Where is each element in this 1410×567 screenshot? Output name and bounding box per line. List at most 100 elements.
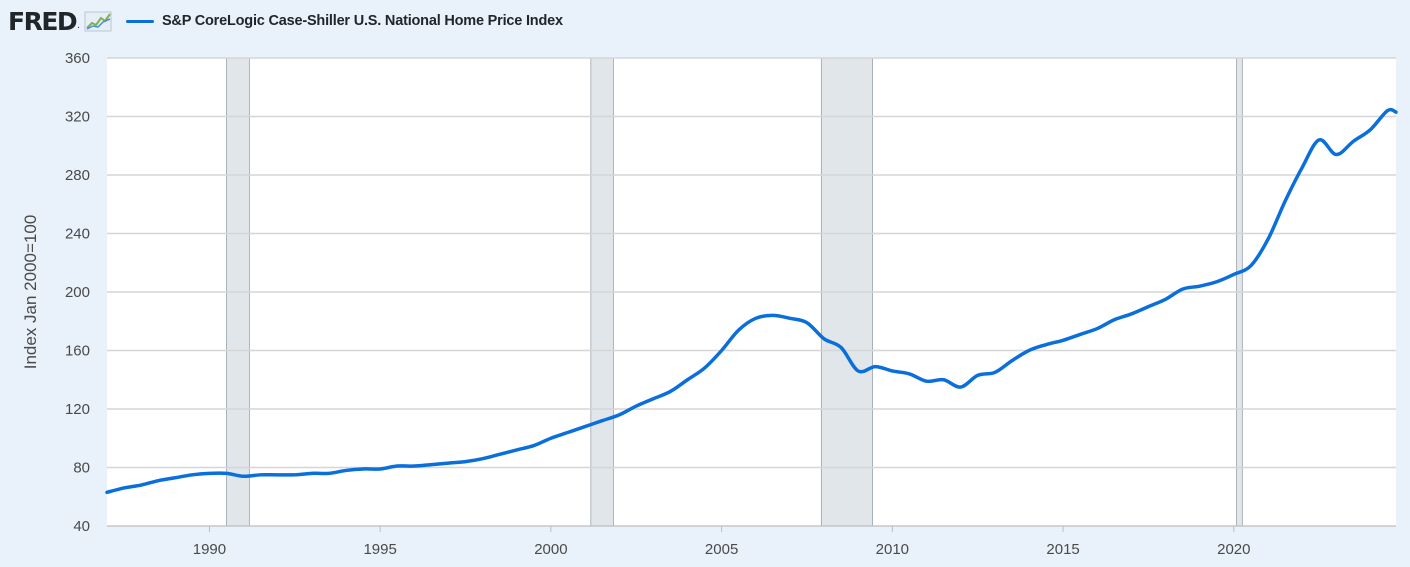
data-point-0-66 [1233, 274, 1234, 275]
data-point-0-32 [653, 398, 654, 399]
data-point-0-13 [328, 473, 329, 474]
x-tick-label-1990: 1990 [193, 541, 226, 558]
y-tick-label-40: 40 [73, 518, 90, 535]
data-point-0-15 [363, 468, 364, 469]
data-point-0-25 [533, 445, 534, 446]
data-point-0-8 [243, 476, 244, 477]
data-point-0-16 [380, 468, 381, 469]
data-point-0-55 [1046, 344, 1047, 345]
y-tick-label-160: 160 [65, 343, 90, 360]
data-point-0-70 [1302, 167, 1303, 168]
data-point-0-12 [311, 473, 312, 474]
data-point-0-27 [567, 432, 568, 433]
line-graph-icon [84, 11, 112, 32]
y-tick-label-240: 240 [65, 226, 90, 243]
data-point-0-43 [841, 347, 842, 348]
data-point-0-48 [926, 381, 927, 382]
data-point-0-1 [124, 487, 125, 488]
legend: S&P CoreLogic Case-Shiller U.S. National… [125, 13, 563, 29]
data-point-0-11 [294, 474, 295, 475]
data-point-0-26 [550, 438, 551, 439]
data-point-0-28 [585, 426, 586, 427]
y-tick-label-120: 120 [65, 401, 90, 418]
data-point-0-33 [670, 391, 671, 392]
data-point-0-6 [209, 473, 210, 474]
data-point-0-42 [824, 338, 825, 339]
x-tick-label-2000: 2000 [534, 541, 567, 558]
data-point-0-19 [431, 464, 432, 465]
data-point-0-68 [1267, 239, 1268, 240]
data-point-0-37 [738, 330, 739, 331]
y-tick-label-320: 320 [65, 109, 90, 126]
data-point-0-4 [175, 477, 176, 478]
x-tick-label-2010: 2010 [876, 541, 909, 558]
data-point-0-30 [619, 414, 620, 415]
data-point-0-64 [1199, 286, 1200, 287]
data-point-0-10 [277, 474, 278, 475]
data-point-0-23 [499, 454, 500, 455]
data-point-0-36 [721, 350, 722, 351]
x-tick-label-1995: 1995 [363, 541, 396, 558]
data-point-0-20 [448, 463, 449, 464]
data-point-0-49 [943, 379, 944, 380]
data-point-0-31 [636, 406, 637, 407]
data-point-0-40 [789, 318, 790, 319]
data-point-0-22 [482, 458, 483, 459]
data-point-0-69 [1285, 201, 1286, 202]
data-point-0-52 [994, 372, 995, 373]
data-point-0-24 [516, 449, 517, 450]
y-tick-label-80: 80 [73, 460, 90, 477]
data-point-0-63 [1182, 289, 1183, 290]
data-point-0-29 [602, 420, 603, 421]
data-point-0-2 [141, 485, 142, 486]
data-point-0-60 [1131, 313, 1132, 314]
y-tick-label-200: 200 [65, 284, 90, 301]
data-point-0-72 [1336, 154, 1337, 155]
data-point-0-9 [260, 474, 261, 475]
data-point-0-34 [687, 379, 688, 380]
data-point-0-45 [875, 366, 876, 367]
data-point-0-54 [1028, 350, 1029, 351]
data-point-0-0 [107, 492, 108, 493]
data-point-0-18 [414, 466, 415, 467]
legend-swatch [125, 19, 154, 23]
data-point-0-73 [1353, 141, 1354, 142]
data-point-0-14 [346, 470, 347, 471]
data-point-0-35 [704, 368, 705, 369]
data-point-0-17 [397, 466, 398, 467]
data-point-0-44 [858, 370, 859, 371]
data-point-0-41 [806, 322, 807, 323]
data-point-0-46 [892, 370, 893, 371]
data-point-0-47 [909, 373, 910, 374]
fred-logo[interactable]: FRED [8, 6, 78, 36]
data-point-0-67 [1250, 265, 1251, 266]
data-point-0-75 [1387, 110, 1388, 111]
data-point-0-3 [158, 480, 159, 481]
data-point-0-76 [1396, 112, 1397, 113]
data-point-0-71 [1319, 139, 1320, 140]
fred-logo-mark: . [77, 20, 80, 31]
y-axis-title: Index Jan 2000=100 [21, 215, 40, 370]
data-point-0-59 [1114, 319, 1115, 320]
x-tick-label-2015: 2015 [1046, 541, 1079, 558]
data-point-0-7 [226, 473, 227, 474]
data-point-0-39 [772, 315, 773, 316]
data-point-0-38 [755, 318, 756, 319]
legend-label: S&P CoreLogic Case-Shiller U.S. National… [161, 13, 563, 29]
data-point-0-51 [977, 375, 978, 376]
data-point-0-58 [1097, 328, 1098, 329]
data-point-0-62 [1165, 299, 1166, 300]
data-point-0-56 [1063, 340, 1064, 341]
y-tick-label-280: 280 [65, 167, 90, 184]
data-point-0-65 [1216, 281, 1217, 282]
chart-header: FRED . S&P CoreLogic Case-Shiller U.S. N… [8, 6, 563, 36]
data-point-0-57 [1080, 334, 1081, 335]
data-point-0-61 [1148, 306, 1149, 307]
data-point-0-5 [192, 474, 193, 475]
x-tick-label-2005: 2005 [705, 541, 738, 558]
data-point-0-50 [960, 387, 961, 388]
x-tick-label-2020: 2020 [1217, 541, 1250, 558]
data-point-0-53 [1011, 360, 1012, 361]
data-point-0-21 [465, 461, 466, 462]
